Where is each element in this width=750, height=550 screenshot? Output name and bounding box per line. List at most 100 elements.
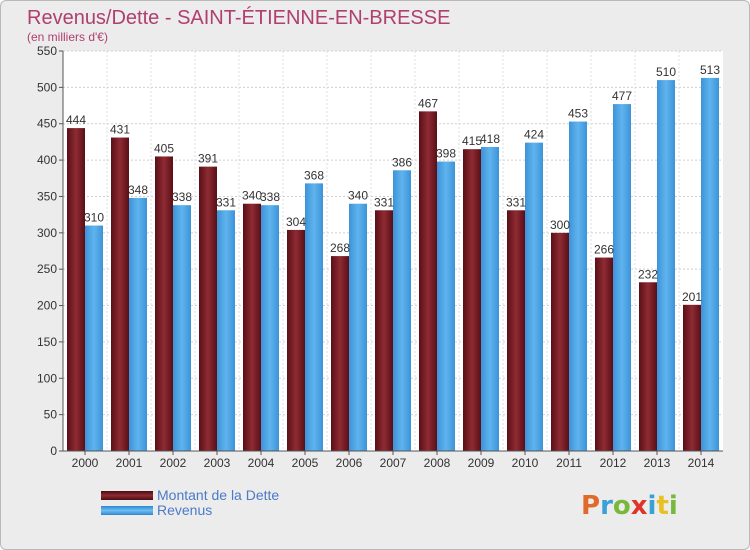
bar-revenus (481, 147, 499, 451)
x-tick-label: 2005 (292, 456, 319, 470)
data-label-revenus: 510 (656, 65, 676, 79)
y-tick-label: 100 (37, 371, 57, 385)
data-label-dette: 405 (154, 141, 174, 155)
data-label-dette: 467 (418, 96, 438, 110)
data-label-dette: 266 (594, 243, 614, 257)
x-tick-label: 2009 (468, 456, 495, 470)
data-label-dette: 391 (198, 152, 218, 166)
bar-dette (243, 203, 261, 451)
legend-swatch-revenus (101, 505, 153, 515)
bar-revenus (657, 80, 675, 451)
y-tick-label: 550 (37, 44, 57, 58)
bar-dette (507, 210, 525, 451)
data-label-dette: 340 (242, 189, 262, 203)
data-label-revenus: 424 (524, 128, 544, 142)
x-tick-label: 2006 (336, 456, 363, 470)
x-tick-label: 2007 (380, 456, 407, 470)
y-tick-label: 400 (37, 153, 57, 167)
logo-letter: P (581, 491, 601, 521)
data-label-dette: 415 (462, 134, 482, 148)
x-tick-label: 2014 (688, 456, 715, 470)
bar-dette (111, 137, 129, 451)
bar-revenus (261, 205, 279, 451)
data-label-dette: 331 (374, 195, 394, 209)
logo-letter: o (612, 491, 631, 521)
bar-revenus (393, 170, 411, 452)
data-label-revenus: 398 (436, 147, 456, 161)
bar-dette (639, 282, 657, 451)
y-tick-label: 0 (50, 444, 57, 458)
bar-revenus (217, 210, 235, 451)
bar-revenus (437, 161, 455, 451)
x-tick-label: 2003 (204, 456, 231, 470)
data-label-revenus: 331 (216, 195, 236, 209)
data-label-dette: 304 (286, 215, 306, 229)
data-label-revenus: 513 (700, 63, 720, 77)
data-label-revenus: 338 (172, 190, 192, 204)
bar-dette (463, 149, 481, 451)
bar-revenus (701, 77, 719, 451)
y-tick-label: 50 (44, 408, 58, 422)
legend-label-dette: Montant de la Dette (157, 487, 280, 503)
proxiti-logo: Proxiti (581, 491, 678, 521)
data-label-dette: 232 (638, 267, 658, 281)
logo-letter: t (656, 491, 669, 521)
bar-revenus (129, 197, 147, 451)
y-tick-label: 150 (37, 335, 57, 349)
data-label-revenus: 368 (304, 168, 324, 182)
bar-dette (199, 166, 217, 452)
x-tick-label: 2008 (424, 456, 451, 470)
data-label-dette: 300 (550, 218, 570, 232)
bar-dette (683, 304, 701, 451)
data-label-revenus: 348 (128, 183, 148, 197)
bar-dette (551, 232, 569, 451)
legend-item-dette: Montant de la Dette (101, 488, 279, 502)
bar-dette (375, 210, 393, 451)
bar-revenus (85, 225, 103, 451)
bar-revenus (569, 121, 587, 451)
x-tick-label: 2010 (512, 456, 539, 470)
data-label-revenus: 386 (392, 155, 412, 169)
data-label-revenus: 338 (260, 190, 280, 204)
bar-revenus (173, 205, 191, 451)
data-label-dette: 201 (682, 290, 702, 304)
data-label-dette: 431 (110, 123, 130, 137)
logo-letter: i (668, 491, 678, 521)
chart-subtitle: (en milliers d'€) (27, 30, 108, 44)
y-tick-label: 200 (37, 299, 57, 313)
logo-letter: r (600, 491, 613, 521)
bar-revenus (613, 104, 631, 451)
x-tick-label: 2000 (72, 456, 99, 470)
legend-label-revenus: Revenus (157, 502, 213, 518)
data-label-dette: 331 (506, 195, 526, 209)
bar-dette (67, 128, 85, 451)
y-tick-label: 250 (37, 262, 57, 276)
logo-letter: x (630, 491, 648, 521)
data-label-dette: 444 (66, 113, 86, 127)
legend-swatch-dette (101, 490, 153, 500)
y-tick-label: 300 (37, 226, 57, 240)
bar-dette (331, 256, 349, 451)
chart-title: Revenus/Dette - SAINT-ÉTIENNE-EN-BRESSE (27, 7, 451, 29)
y-tick-label: 350 (37, 189, 57, 203)
x-tick-label: 2011 (556, 456, 582, 470)
x-tick-label: 2012 (600, 456, 627, 470)
bar-dette (287, 229, 305, 451)
x-tick-label: 2013 (644, 456, 671, 470)
data-label-revenus: 340 (348, 189, 368, 203)
data-label-revenus: 477 (612, 89, 632, 103)
logo-letter: i (647, 491, 657, 521)
legend-item-revenus: Revenus (101, 503, 212, 517)
bar-dette (155, 156, 173, 452)
y-tick-label: 450 (37, 117, 57, 131)
bar-revenus (349, 203, 367, 451)
x-tick-label: 2002 (160, 456, 187, 470)
data-label-revenus: 453 (568, 107, 588, 121)
bar-dette (595, 257, 613, 451)
y-tick-label: 500 (37, 80, 57, 94)
data-label-revenus: 418 (480, 132, 500, 146)
x-tick-label: 2004 (248, 456, 275, 470)
